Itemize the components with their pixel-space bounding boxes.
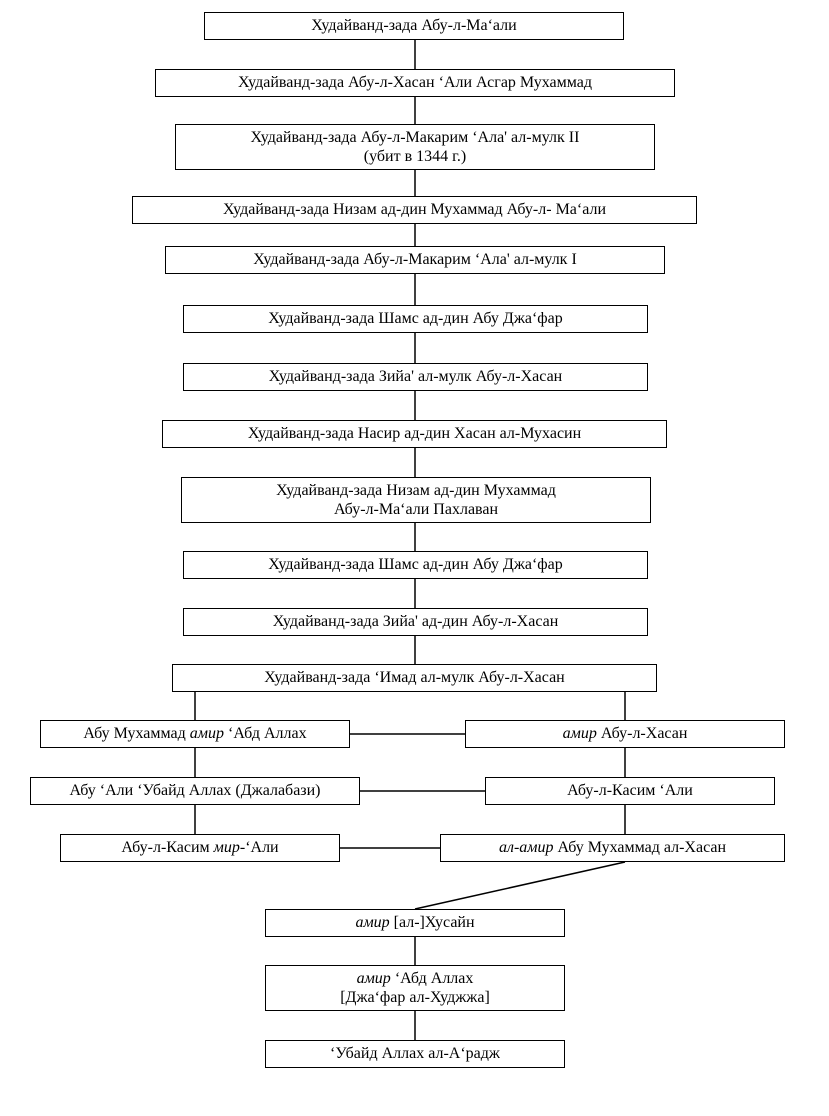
tree-node-label: Худайванд-зада Абу-л-Хасан ʻАли Асгар Му… [238, 73, 592, 92]
tree-node: Худайванд-зада Шамс ад-дин Абу Джаʻфар [183, 305, 648, 333]
tree-node: Худайванд-зада Абу-л-Макарим ʻАла' ал-му… [165, 246, 665, 274]
tree-node-label: Худайванд-зада Абу-л-Макарим ʻАла' ал-му… [251, 128, 580, 166]
tree-node: Худайванд-зада Абу-л-Хасан ʻАли Асгар Му… [155, 69, 675, 97]
genealogy-diagram: Худайванд-зада Абу-л-Маʻали Худайванд-зад… [0, 0, 829, 1116]
tree-edge [415, 862, 625, 909]
tree-node: Абу-л-Касим мир-ʻАли [60, 834, 340, 862]
tree-node: Худайванд-зада Насир ад-дин Хасан ал-Мух… [162, 420, 667, 448]
tree-node: амир [ал-]Хусайн [265, 909, 565, 937]
tree-node: Худайванд-зада Зийа' ал-мулк Абу-л-Хасан [183, 363, 648, 391]
tree-node-label: Абу-л-Касим ʻАли [567, 781, 693, 800]
tree-node-label: Худайванд-зада Шамс ад-дин Абу Джаʻфар [268, 309, 563, 328]
tree-node-label: амир [ал-]Хусайн [355, 913, 474, 932]
tree-node: Худайванд-зада Абу-л-Макарим ʻАла' ал-му… [175, 124, 655, 170]
tree-node-label: Худайванд-зада Абу-л-Макарим ʻАла' ал-му… [253, 250, 577, 269]
tree-node-label: Абу Мухаммад амир ʻАбд Аллах [83, 724, 306, 743]
tree-node: амир Абу-л-Хасан [465, 720, 785, 748]
tree-node-label: ал-амир Абу Мухаммад ал-Хасан [499, 838, 726, 857]
tree-node-label: ʻУбайд Аллах ал-Аʻрадж [330, 1044, 500, 1063]
tree-node-label: амир Абу-л-Хасан [563, 724, 688, 743]
tree-node: Худайванд-зада Низам ад-дин МухаммадАбу-… [181, 477, 651, 523]
tree-node: Худайванд-зада Абу-л-Маʻали [204, 12, 624, 40]
tree-node-label: амир ʻАбд Аллах[Джаʻфар ал-Худжжа] [340, 969, 490, 1007]
tree-node-label: Абу-л-Касим мир-ʻАли [121, 838, 278, 857]
tree-node-label: Худайванд-зада Насир ад-дин Хасан ал-Мух… [248, 424, 581, 443]
tree-node: Абу Мухаммад амир ʻАбд Аллах [40, 720, 350, 748]
tree-node: Худайванд-зада ʻИмад ал-мулк Абу-л-Хасан [172, 664, 657, 692]
tree-node: Худайванд-зада Низам ад-дин Мухаммад Абу… [132, 196, 697, 224]
tree-node-label: Худайванд-зада ʻИмад ал-мулк Абу-л-Хасан [264, 668, 565, 687]
tree-node-label: Худайванд-зада Зийа' ад-дин Абу-л-Хасан [273, 612, 559, 631]
tree-node: Абу ʻАли ʻУбайд Аллах (Джалабази) [30, 777, 360, 805]
tree-node-label: Худайванд-зада Зийа' ал-мулк Абу-л-Хасан [269, 367, 562, 386]
tree-node-label: Абу ʻАли ʻУбайд Аллах (Джалабази) [70, 781, 321, 800]
tree-node: ʻУбайд Аллах ал-Аʻрадж [265, 1040, 565, 1068]
tree-node: Худайванд-зада Зийа' ад-дин Абу-л-Хасан [183, 608, 648, 636]
tree-node: ал-амир Абу Мухаммад ал-Хасан [440, 834, 785, 862]
tree-node-label: Худайванд-зада Абу-л-Маʻали [311, 16, 516, 35]
tree-node-label: Худайванд-зада Низам ад-дин Мухаммад Абу… [223, 200, 606, 219]
tree-node: Худайванд-зада Шамс ад-дин Абу Джаʻфар [183, 551, 648, 579]
tree-node-label: Худайванд-зада Шамс ад-дин Абу Джаʻфар [268, 555, 563, 574]
tree-node-label: Худайванд-зада Низам ад-дин МухаммадАбу-… [276, 481, 556, 519]
tree-node: амир ʻАбд Аллах[Джаʻфар ал-Худжжа] [265, 965, 565, 1011]
tree-node: Абу-л-Касим ʻАли [485, 777, 775, 805]
